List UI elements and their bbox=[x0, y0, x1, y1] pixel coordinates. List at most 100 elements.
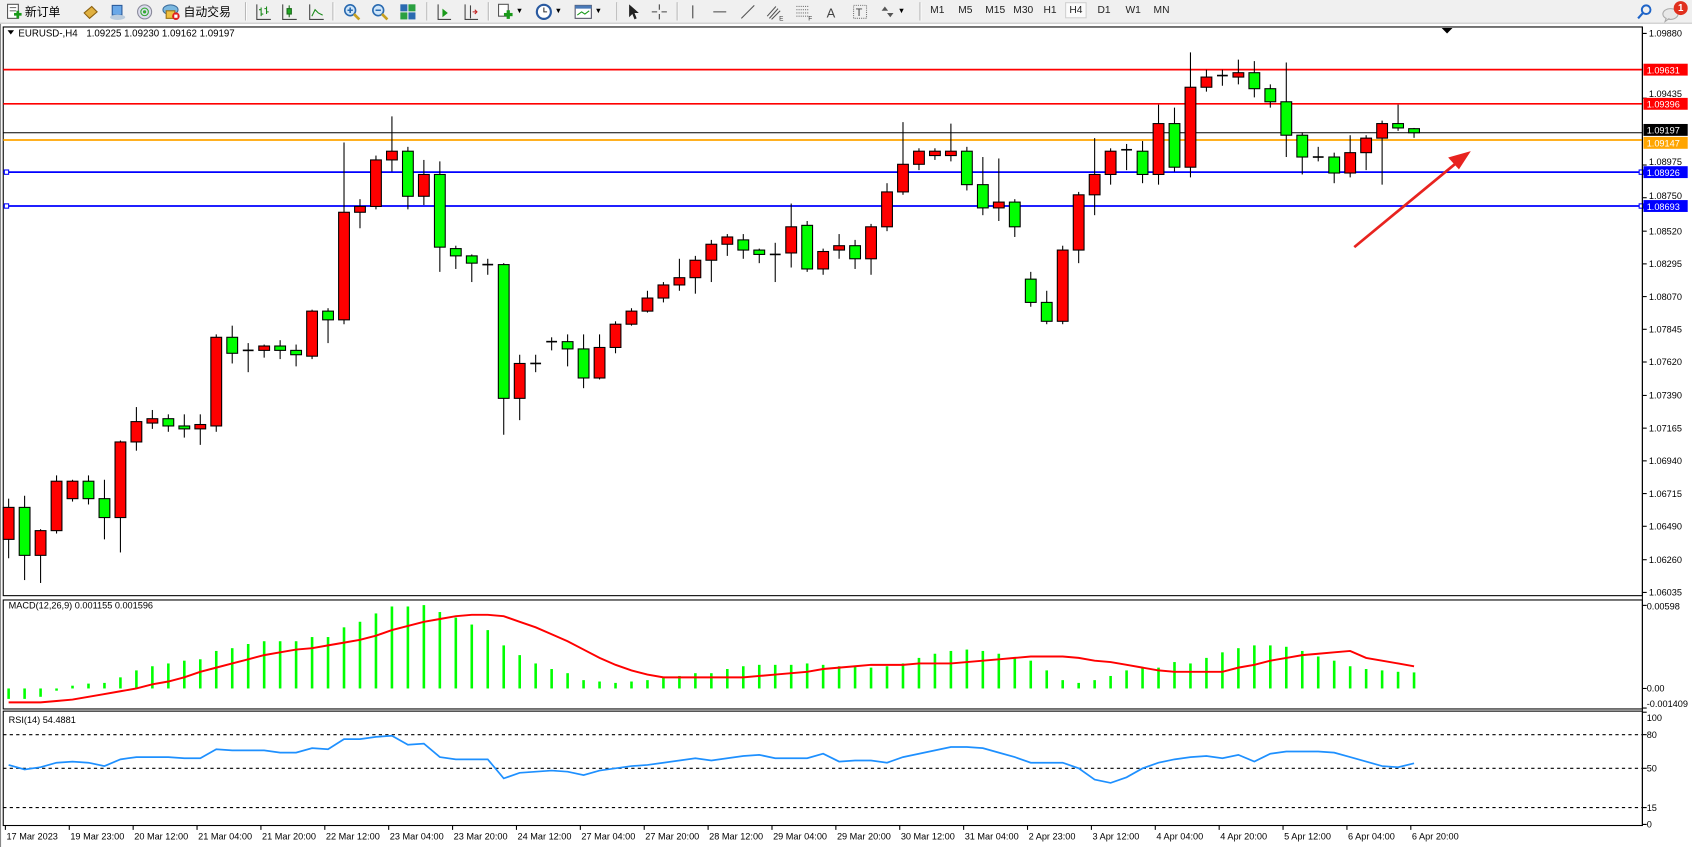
timeframe-mn[interactable]: MN bbox=[1153, 4, 1170, 17]
crosshair-button[interactable] bbox=[651, 2, 668, 20]
zoom-out-button[interactable] bbox=[371, 2, 389, 20]
timeframe-m30[interactable]: M30 bbox=[1013, 4, 1034, 17]
arrows-button[interactable]: ▼ bbox=[878, 2, 905, 20]
chart-shift-icon bbox=[464, 3, 479, 20]
periods-button[interactable]: ▼ bbox=[535, 2, 562, 20]
macd-histogram-bar bbox=[422, 605, 426, 689]
candle-body bbox=[1056, 249, 1069, 322]
toolbar-separator bbox=[332, 2, 335, 21]
notification-badge: 1 bbox=[1673, 1, 1688, 16]
timeframe-w1[interactable]: W1 bbox=[1125, 4, 1141, 17]
vertical-line-button[interactable] bbox=[684, 2, 701, 20]
macd-histogram-bar bbox=[598, 681, 601, 689]
macd-tick-label: -0.001409 bbox=[1647, 699, 1688, 709]
time-tick-label: 23 Mar 04:00 bbox=[390, 832, 444, 842]
equidistant-channel-button[interactable]: E bbox=[766, 2, 785, 20]
chart-window[interactable]: 1.09880 1.09435 1.08975 1.08750 1.08520 1.082… bbox=[0, 23, 1692, 847]
macd-panel-frame bbox=[2, 599, 1643, 710]
time-tick-label: 6 Apr 04:00 bbox=[1348, 832, 1395, 842]
auto-trading-button[interactable]: 自动交易 bbox=[162, 2, 231, 20]
macd-panel: 0.00598 0.00 -0.001409 bbox=[7, 602, 1688, 709]
horizontal-line-button[interactable] bbox=[711, 2, 728, 20]
indicators-button[interactable]: ▼ bbox=[496, 2, 523, 20]
candle-body bbox=[1328, 156, 1341, 174]
candlestick-button[interactable] bbox=[281, 2, 298, 20]
timeframe-m5[interactable]: M5 bbox=[958, 4, 973, 17]
price-tick-label: 1.07390 bbox=[1649, 391, 1682, 401]
text-button[interactable]: A bbox=[824, 2, 839, 20]
new-order-button[interactable]: 新订单 bbox=[5, 2, 60, 20]
candle-body bbox=[354, 205, 366, 213]
terminal-button[interactable] bbox=[109, 2, 126, 20]
cursor-icon bbox=[629, 3, 639, 19]
time-tick-label: 3 Apr 12:00 bbox=[1092, 832, 1139, 842]
candle-body bbox=[497, 264, 510, 399]
candle-body bbox=[817, 250, 830, 270]
rsi-line bbox=[8, 734, 1415, 784]
bar-chart-button[interactable] bbox=[255, 2, 272, 20]
candle-body bbox=[226, 336, 239, 354]
terminal-icon bbox=[110, 4, 126, 20]
time-tick-label: 4 Apr 20:00 bbox=[1220, 832, 1267, 842]
candle-body bbox=[1248, 72, 1261, 90]
red-arrow-annotation[interactable] bbox=[1353, 151, 1471, 249]
main-panel-frame bbox=[2, 26, 1643, 597]
time-tick-label: 28 Mar 12:00 bbox=[709, 832, 763, 842]
price-tick-label: 1.08520 bbox=[1649, 226, 1682, 236]
text-label-button[interactable]: T bbox=[851, 2, 868, 20]
candle-body bbox=[1136, 150, 1149, 176]
panel-frames bbox=[0, 23, 1643, 847]
timeframe-h4[interactable]: H4 bbox=[1065, 2, 1087, 19]
search-icon bbox=[1637, 3, 1652, 19]
macd-histogram-bar bbox=[454, 617, 458, 689]
chart-menu-triangle-icon[interactable] bbox=[7, 30, 15, 35]
candle-body bbox=[1232, 72, 1245, 78]
macd-histogram-bar bbox=[534, 663, 537, 689]
price-tag-label: 1.09396 bbox=[1647, 100, 1680, 110]
chart-shift-marker-icon[interactable] bbox=[1441, 28, 1453, 34]
candle-body bbox=[1168, 123, 1181, 168]
chart-shift-button[interactable] bbox=[462, 2, 479, 20]
cursor-button[interactable] bbox=[625, 2, 642, 20]
rsi-tick-label: 15 bbox=[1647, 803, 1657, 813]
price-tick-label: 1.08070 bbox=[1649, 292, 1682, 302]
fibonacci-button[interactable]: F bbox=[795, 2, 814, 20]
macd-histogram-bar bbox=[1221, 652, 1224, 689]
macd-histogram-bar bbox=[773, 664, 777, 689]
tile-windows-button[interactable] bbox=[399, 2, 416, 20]
candle-body bbox=[737, 239, 750, 251]
zoom-in-button[interactable] bbox=[343, 2, 361, 20]
zoom-in-icon bbox=[343, 3, 361, 20]
macd-histogram-bar bbox=[278, 641, 282, 689]
timeframe-m1[interactable]: M1 bbox=[930, 4, 945, 17]
macd-histogram-bar bbox=[518, 655, 521, 689]
timeframe-d1[interactable]: D1 bbox=[1097, 4, 1111, 17]
candle-body bbox=[178, 425, 191, 430]
svg-text:T: T bbox=[856, 7, 863, 19]
candle-body bbox=[290, 349, 303, 356]
candle-body bbox=[625, 310, 638, 325]
macd-histogram-bar bbox=[1189, 663, 1192, 689]
candle-body bbox=[1152, 123, 1165, 176]
macd-histogram-bar bbox=[917, 657, 921, 689]
time-tick-label: 29 Mar 20:00 bbox=[837, 832, 891, 842]
search-button[interactable] bbox=[1636, 2, 1653, 20]
trendline-button[interactable] bbox=[739, 2, 756, 20]
macd-histogram-bar bbox=[1093, 680, 1096, 689]
price-tick-label: 1.06940 bbox=[1649, 456, 1682, 466]
line-chart-button[interactable] bbox=[308, 2, 325, 20]
auto-scroll-button[interactable] bbox=[435, 2, 452, 20]
rsi-label: RSI(14) 54.4881 bbox=[9, 715, 76, 725]
templates-button[interactable]: ▼ bbox=[574, 2, 602, 20]
candles bbox=[2, 52, 1420, 583]
history-button[interactable] bbox=[82, 2, 99, 20]
timeframe-h1[interactable]: H1 bbox=[1043, 4, 1057, 17]
candle-body bbox=[98, 498, 111, 519]
macd-histogram-bar bbox=[87, 683, 90, 689]
price-tick-label: 1.06715 bbox=[1649, 489, 1682, 499]
signals-button[interactable] bbox=[136, 2, 153, 20]
price-tag bbox=[1643, 63, 1688, 76]
timeframe-m15[interactable]: M15 bbox=[985, 4, 1006, 17]
macd-histogram-bar bbox=[1253, 645, 1256, 689]
